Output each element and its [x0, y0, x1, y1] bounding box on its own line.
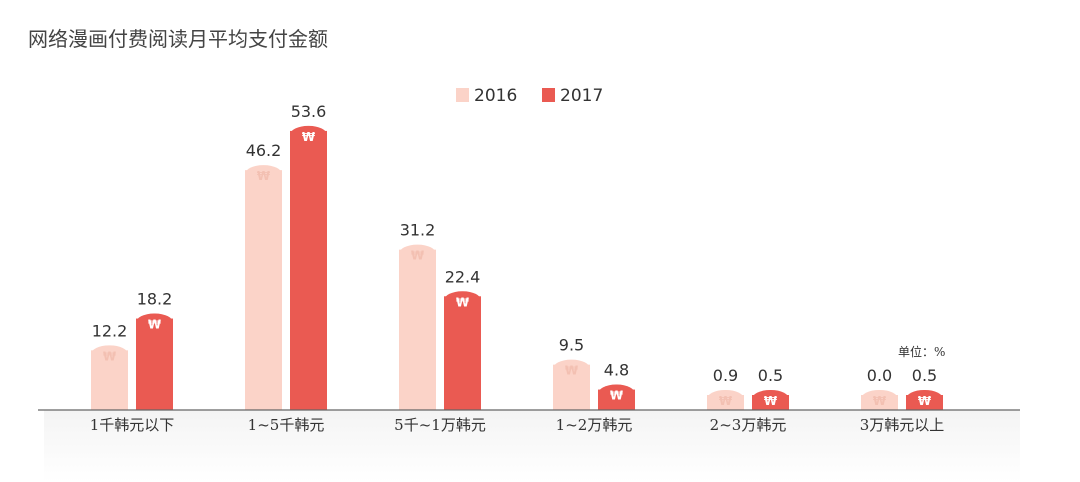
bar-2016-4: ₩: [553, 359, 590, 410]
won-symbol: ₩: [918, 394, 932, 408]
floor-shadow: [44, 410, 1020, 482]
bar-cap: [906, 390, 943, 410]
won-symbol: ₩: [148, 318, 162, 332]
bar-cap: [707, 390, 744, 410]
bar-cap: [752, 390, 789, 410]
won-symbol: ₩: [456, 295, 470, 309]
category-label-4: 1~2万韩元: [556, 416, 633, 434]
bar-2016-5: ₩: [707, 390, 744, 410]
bar-cap: [553, 359, 590, 380]
won-symbol: ₩: [610, 389, 624, 403]
bar-cap: [444, 291, 481, 312]
bar-2016-3: ₩: [399, 244, 436, 410]
value-label-2017-2: 53.6: [291, 102, 327, 121]
won-symbol: ₩: [565, 364, 579, 378]
unit-label: 单位：%: [898, 344, 945, 359]
category-label-2: 1~5千韩元: [248, 416, 325, 434]
bar-cap: [245, 165, 282, 186]
bar-2016-2: ₩: [245, 165, 282, 410]
bar-cap: [290, 125, 327, 146]
value-label-2017-3: 22.4: [445, 267, 481, 286]
value-label-2017-4: 4.8: [604, 361, 629, 380]
bar-cap: [861, 390, 898, 410]
value-label-2016-6: 0.0: [867, 366, 892, 385]
won-symbol: ₩: [719, 394, 733, 408]
bar-2017-3: ₩: [444, 291, 481, 410]
value-label-2017-5: 0.5: [758, 366, 783, 385]
legend-label-2016: 2016: [474, 86, 517, 106]
legend-label-2017: 2017: [560, 86, 603, 106]
won-symbol: ₩: [302, 130, 316, 144]
category-label-5: 2~3万韩元: [710, 416, 787, 434]
bar-body: [399, 249, 436, 410]
bar-2017-6: ₩: [906, 390, 943, 410]
won-symbol: ₩: [257, 169, 271, 183]
legend-swatch-2016: [456, 88, 469, 102]
bar-cap: [91, 345, 128, 366]
category-label-1: 1千韩元以下: [90, 416, 175, 434]
won-symbol: ₩: [764, 394, 778, 408]
bar-2017-1: ₩: [136, 313, 173, 410]
value-label-2016-1: 12.2: [92, 321, 128, 340]
legend: 2016 2017: [456, 86, 603, 106]
bars-group: ₩12.2 ₩18.2 ₩46.2 ₩53.6 ₩31.2 ₩22.4 ₩9.5 ₩4.8 ₩0…: [91, 102, 943, 411]
category-label-6: 3万韩元以上: [860, 416, 945, 434]
chart-title: 网络漫画付费阅读月平均支付金额: [28, 27, 328, 51]
legend-swatch-2017: [542, 88, 555, 102]
value-label-2017-1: 18.2: [137, 290, 173, 309]
won-symbol: ₩: [411, 249, 425, 263]
value-label-2016-2: 46.2: [246, 141, 282, 160]
bar-body: [290, 130, 327, 411]
bar-2017-2: ₩: [290, 125, 327, 411]
bar-cap: [399, 244, 436, 265]
bar-2016-1: ₩: [91, 345, 128, 410]
value-label-2016-4: 9.5: [559, 336, 584, 355]
bar-body: [136, 318, 173, 410]
bar-body: [444, 296, 481, 410]
bar-2016-6: ₩: [861, 390, 898, 410]
bar-cap: [136, 313, 173, 334]
bar-body: [245, 170, 282, 410]
won-symbol: ₩: [103, 349, 117, 363]
bar-2017-4: ₩: [598, 384, 635, 410]
value-label-2017-6: 0.5: [912, 366, 937, 385]
bar-cap: [598, 384, 635, 405]
value-label-2016-3: 31.2: [400, 221, 436, 240]
bar-2017-5: ₩: [752, 390, 789, 410]
category-label-3: 5千~1万韩元: [394, 416, 486, 434]
won-symbol: ₩: [873, 394, 887, 408]
value-label-2016-5: 0.9: [713, 366, 738, 385]
category-labels: 1千韩元以下 1~5千韩元 5千~1万韩元 1~2万韩元 2~3万韩元 3万韩元以上: [90, 416, 945, 434]
